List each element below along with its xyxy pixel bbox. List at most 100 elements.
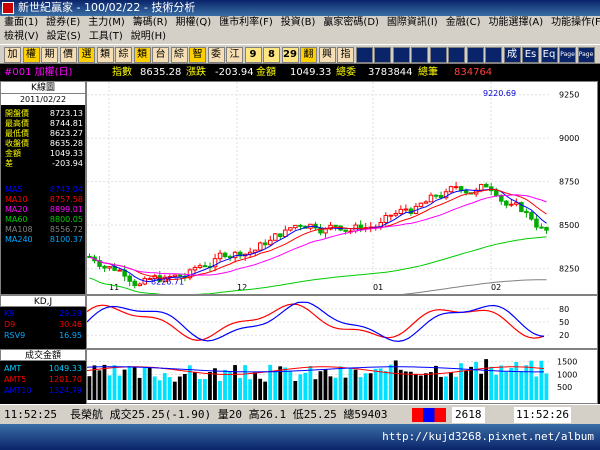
volume-bar: [192, 372, 197, 400]
toolbar-button-11[interactable]: 委: [207, 47, 225, 63]
volume-bar: [87, 376, 92, 400]
toolbar-button-18[interactable]: 指: [337, 47, 354, 63]
menu-item-2[interactable]: 主力(M): [88, 17, 125, 28]
toolbar-button-2[interactable]: 期: [41, 47, 58, 63]
toolbar-button-10[interactable]: 智: [189, 47, 206, 63]
volume-bar: [303, 372, 308, 400]
candle-body: [137, 283, 142, 287]
kd-value: 29.29: [59, 309, 82, 318]
vol-row-2: AMT10 1324.79: [4, 386, 84, 396]
toolbar-button-4[interactable]: 選: [78, 47, 95, 63]
toolbar-button-20[interactable]: [374, 47, 391, 63]
volume-bar: [519, 371, 524, 400]
toolbar-button-16[interactable]: 翻: [300, 47, 317, 63]
candle-body: [252, 249, 258, 253]
menu-item-4[interactable]: 期權(Q): [175, 17, 212, 28]
toolbar-button-23[interactable]: [429, 47, 447, 63]
menu-item-0[interactable]: 畫面(1): [4, 17, 39, 28]
toolbar-button-7[interactable]: 類: [133, 47, 151, 63]
candle-body: [448, 186, 454, 193]
vol-tick-label: 1500: [557, 358, 577, 367]
stock-code-input[interactable]: 2618: [452, 407, 485, 423]
candle-body: [388, 214, 394, 217]
volume-bar: [92, 365, 97, 400]
volume-bar: [152, 376, 157, 400]
volume-bar: [469, 366, 473, 400]
toolbar-button-19[interactable]: [355, 47, 373, 63]
toolbar-button-29[interactable]: Eq: [540, 47, 558, 63]
menu2-item-0[interactable]: 檢視(V): [4, 31, 39, 42]
volume-chart[interactable]: 1500 1000 500: [86, 349, 598, 404]
toolbar-button-21[interactable]: [392, 47, 410, 63]
toolbar-button-31[interactable]: Page: [577, 47, 595, 63]
kd-chart[interactable]: 80 50 20: [86, 295, 598, 349]
price-row-0: 開盤價 8723.13: [5, 109, 85, 119]
menu-item-7[interactable]: 贏家密碼(D): [323, 17, 379, 28]
toolbar-button-17[interactable]: 興: [318, 47, 336, 63]
amount-value: 1049.33: [290, 67, 332, 78]
kd-tick-label: 20: [559, 331, 569, 340]
ma-label: MA5: [5, 185, 23, 194]
toolbar-button-14[interactable]: 8: [263, 47, 280, 63]
kd-value: 16.95: [59, 331, 82, 340]
y-tick-label: 9250: [559, 91, 579, 100]
menu2-item-3[interactable]: 說明(H): [130, 31, 167, 42]
toolbar-button-6[interactable]: 綜: [115, 47, 132, 63]
menu2-item-1[interactable]: 設定(S): [46, 31, 81, 42]
candle-body: [202, 265, 208, 268]
menu-item-8[interactable]: 國際資訊(I): [386, 17, 438, 28]
price-row-3: 收盤價 8635.28: [5, 139, 85, 149]
candle-body: [423, 201, 429, 204]
vol-row-0: AMT 1049.33: [4, 364, 84, 374]
ma-line: [89, 188, 547, 283]
toolbar-button-22[interactable]: [411, 47, 428, 63]
candle-body: [197, 265, 203, 269]
toolbar-button-30[interactable]: Page: [559, 47, 576, 63]
volume-bar: [208, 371, 212, 400]
toolbar-button-8[interactable]: 台: [152, 47, 169, 63]
menu-item-10[interactable]: 功能選擇(A): [488, 17, 544, 28]
menu-item-11[interactable]: 功能操作(F): [551, 17, 600, 28]
volume-bar: [484, 359, 489, 400]
candle-body: [323, 228, 328, 234]
toolbar-button-15[interactable]: 29: [281, 47, 299, 63]
toolbar-button-27[interactable]: 成: [503, 47, 521, 63]
toolbar-button-24[interactable]: [448, 47, 465, 63]
volume-bar: [408, 371, 413, 400]
menu-item-6[interactable]: 投資(B): [280, 17, 316, 28]
toolbar-button-13[interactable]: 9: [244, 47, 262, 63]
volume-bar: [479, 373, 484, 400]
toolbar-button-28[interactable]: Es: [522, 47, 539, 63]
menu2-item-2[interactable]: 工具(T): [88, 31, 123, 42]
toolbar-button-26[interactable]: [485, 47, 502, 63]
volume-bar: [182, 374, 187, 400]
volume-bar: [388, 364, 393, 400]
price-row-label: 開盤價: [5, 109, 29, 118]
price-row-label: 收盤價: [5, 139, 29, 148]
vol-label: AMT5: [4, 375, 27, 384]
toolbar-button-9[interactable]: 綜: [170, 47, 188, 63]
volume-bar: [423, 373, 428, 400]
price-chart[interactable]: 9250 9000 8750 8500 8250 11 12 01 02 9220.69 8226.…: [86, 81, 598, 320]
panel-title: K線圖: [1, 82, 85, 94]
candle-body: [283, 229, 288, 238]
symbol-code: #001 加權(日): [4, 67, 73, 78]
candle-body: [443, 191, 449, 199]
menu-item-9[interactable]: 金融(C): [445, 17, 481, 28]
price-row-value: 1049.33: [49, 149, 83, 158]
kd-tick-label: 80: [559, 305, 569, 314]
menu-item-1[interactable]: 證券(E): [46, 17, 81, 28]
toolbar-button-25[interactable]: [466, 47, 484, 63]
menu-item-3[interactable]: 籌碼(R): [132, 17, 168, 28]
toolbar-button-1[interactable]: 權: [22, 47, 40, 63]
volume-bar: [444, 376, 448, 400]
candle-body: [478, 183, 484, 191]
toolbar-button-12[interactable]: 江: [226, 47, 243, 63]
toolbar-button-0[interactable]: 加: [4, 47, 21, 63]
toolbar-button-3[interactable]: 價: [59, 47, 77, 63]
menu-item-5[interactable]: 匯市利率(F): [219, 17, 273, 28]
toolbar-button-5[interactable]: 類: [96, 47, 114, 63]
volume-bar: [539, 360, 544, 400]
kd-line: [86, 301, 545, 343]
volume-bar: [489, 366, 494, 400]
